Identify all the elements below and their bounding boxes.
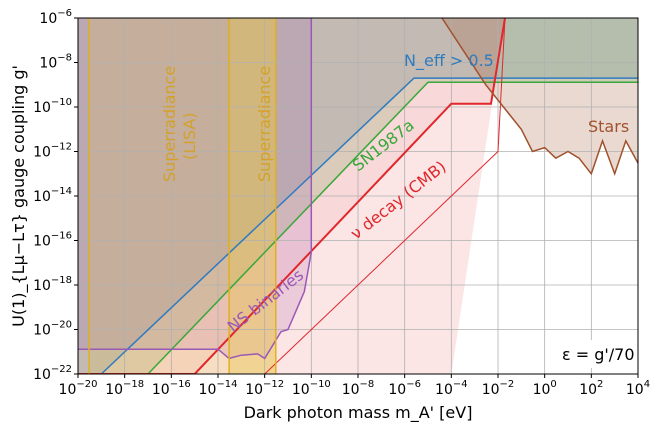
region-fill-stars (442, 18, 638, 174)
x-tick-label: 10−18 (105, 379, 144, 398)
x-tick-label: 10−12 (245, 379, 284, 398)
boundary-ns-binaries (78, 18, 313, 360)
y-tick-label: 10−10 (33, 97, 72, 116)
x-tick-label: 104 (626, 379, 650, 398)
y-tick-label: 10−12 (33, 142, 72, 161)
boundary-decay-cmb (78, 18, 506, 374)
x-tick-label: 10−14 (199, 379, 238, 398)
x-tick-label: 10−4 (435, 379, 468, 398)
boundary-nu-decay-lower (264, 18, 506, 374)
epsilon-label: ε = g'/70 (562, 345, 635, 364)
neff-label: N_eff > 0.5 (404, 51, 494, 71)
x-tick-label: 10−20 (59, 379, 98, 398)
x-tick-label: 10−10 (292, 379, 331, 398)
x-tick-label: 10−2 (482, 379, 515, 398)
epsilon-box (558, 340, 634, 368)
boundary-sn1987a (78, 81, 638, 374)
axis-ticks: 10−20 10−18 10−16 10−14 10−12 10−10 10−8 10−6 10… (33, 8, 650, 398)
stars-label: Stars (588, 117, 629, 136)
y-tick-label: 10−8 (39, 53, 72, 72)
y-tick-label: 10−22 (33, 364, 72, 383)
x-tick-label: 100 (533, 379, 557, 398)
x-tick-label: 10−6 (388, 379, 421, 398)
region-boundaries (78, 18, 638, 374)
x-axis-label: Dark photon mass m_A' [eV] (244, 403, 473, 423)
y-tick-label: 10−18 (33, 275, 72, 294)
superradiance-label: Superradiance (255, 66, 274, 182)
y-axis-label: U(1)_{Lμ−Lτ} gauge coupling g' (9, 65, 29, 327)
y-tick-label: 10−16 (33, 231, 72, 250)
x-tick-label: 10−16 (152, 379, 191, 398)
superradiance-lisa-label-2: (LISA) (180, 112, 199, 160)
superradiance-lisa-label-1: Superradiance (160, 66, 179, 182)
y-tick-label: 10−14 (33, 186, 72, 205)
y-tick-label: 10−20 (33, 320, 72, 339)
y-tick-label: 10−6 (39, 8, 72, 27)
x-tick-label: 10−8 (342, 379, 375, 398)
boundary-n-eff-0-5 (78, 77, 638, 374)
boundary-stars (441, 18, 638, 177)
x-tick-label: 102 (579, 379, 603, 398)
